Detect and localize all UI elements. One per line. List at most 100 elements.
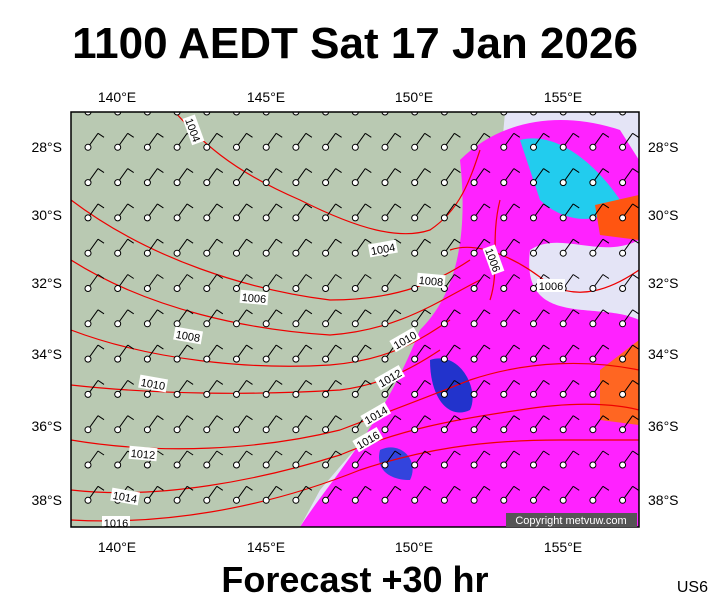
barb-flag <box>632 450 639 456</box>
barb-station <box>530 355 537 363</box>
lat-label-right: 32°S <box>648 275 679 291</box>
barb-station <box>203 143 211 151</box>
barb-flag <box>216 132 224 138</box>
barb-station <box>262 285 270 292</box>
barb-flag <box>97 344 105 350</box>
barb-station <box>292 320 300 328</box>
barb-flag <box>335 415 342 421</box>
barb-station <box>559 249 567 257</box>
barb-flag <box>602 415 610 421</box>
barb-flag <box>514 98 520 102</box>
barb-station <box>381 179 389 187</box>
map-frame <box>70 111 640 528</box>
barb-station <box>84 143 92 151</box>
barb-flag <box>543 132 550 138</box>
barb-flag <box>632 132 639 138</box>
isobar-label: 1008 <box>173 326 204 345</box>
barb-flag <box>157 168 164 174</box>
barb-station <box>262 496 270 504</box>
barb-station <box>233 214 240 222</box>
barb-flag <box>365 379 372 385</box>
barb-station <box>351 179 359 187</box>
barb-flag <box>127 344 134 350</box>
barb-flag <box>275 132 283 138</box>
barb-flag <box>602 344 610 350</box>
barb-station <box>589 143 597 151</box>
barb-flag <box>186 238 194 244</box>
barb-station <box>173 461 181 469</box>
barb-flag <box>424 168 431 174</box>
barb-flag <box>365 132 372 138</box>
barb-station <box>619 390 627 398</box>
barb-flag <box>97 238 105 244</box>
barb-station <box>203 426 211 434</box>
barb-flag <box>424 309 431 315</box>
lat-label-right: 30°S <box>648 207 679 223</box>
label-box <box>352 426 384 453</box>
barb-station <box>411 214 419 222</box>
barb-station <box>143 143 151 151</box>
barb-station <box>84 214 92 222</box>
barb-station <box>84 426 92 434</box>
barb-station <box>173 496 181 504</box>
barb-flag <box>97 450 105 456</box>
model-code: US6 <box>677 579 708 596</box>
barb-station <box>262 320 270 328</box>
barb-station <box>143 355 151 363</box>
barb-flag <box>572 168 580 174</box>
barb-station <box>530 320 537 328</box>
barb-station <box>143 285 151 292</box>
barb-flag <box>275 203 283 209</box>
barb-station <box>559 390 567 398</box>
barb-station <box>500 143 508 151</box>
barb-station <box>233 179 240 187</box>
barb-flag <box>305 450 313 456</box>
barb-station <box>203 390 211 398</box>
barb-station <box>322 285 330 292</box>
isobar-label: 1006 <box>239 289 269 306</box>
isobar-value: 1006 <box>539 281 563 293</box>
barb-station <box>292 285 300 292</box>
label-box <box>389 326 421 353</box>
isobar-label: 1004 <box>367 239 398 258</box>
barb-station <box>589 249 597 257</box>
barb-flag <box>483 450 491 456</box>
barb-station <box>530 461 537 469</box>
isobar-value: 1012 <box>130 448 155 462</box>
isobar <box>71 439 639 522</box>
barb-station <box>500 426 508 434</box>
barb-flag <box>483 274 491 279</box>
barb-flag <box>543 450 550 456</box>
label-box <box>138 374 169 393</box>
barb-station <box>143 249 151 257</box>
lon-label-bottom: 140°E <box>98 539 136 555</box>
barb-flag <box>572 344 580 350</box>
barb-flag <box>157 203 164 209</box>
barb-flag <box>454 415 461 421</box>
barb-station <box>351 355 359 363</box>
lon-label-top: 155°E <box>544 89 582 105</box>
barb-station <box>530 496 537 504</box>
barb-staff <box>236 112 238 113</box>
barb-flag <box>97 274 105 279</box>
barb-station <box>233 285 240 292</box>
barb-station <box>114 179 122 187</box>
barb-flag <box>186 379 194 385</box>
lon-label-top: 150°E <box>395 89 433 105</box>
barb-flag <box>365 238 372 244</box>
label-box <box>537 279 565 292</box>
barb-station <box>559 496 567 504</box>
subtitle: Forecast +30 hr <box>221 559 488 600</box>
barb-staff <box>503 112 505 113</box>
barb-flag <box>424 379 431 385</box>
barb-flag <box>483 238 491 244</box>
barb-station <box>84 285 92 292</box>
barb-station <box>114 143 122 151</box>
barb-flag <box>127 238 134 244</box>
barb-flag <box>275 344 283 350</box>
barb-flag <box>335 379 342 385</box>
barb-station <box>322 320 330 328</box>
barb-station <box>233 426 240 434</box>
barb-station <box>233 496 240 504</box>
